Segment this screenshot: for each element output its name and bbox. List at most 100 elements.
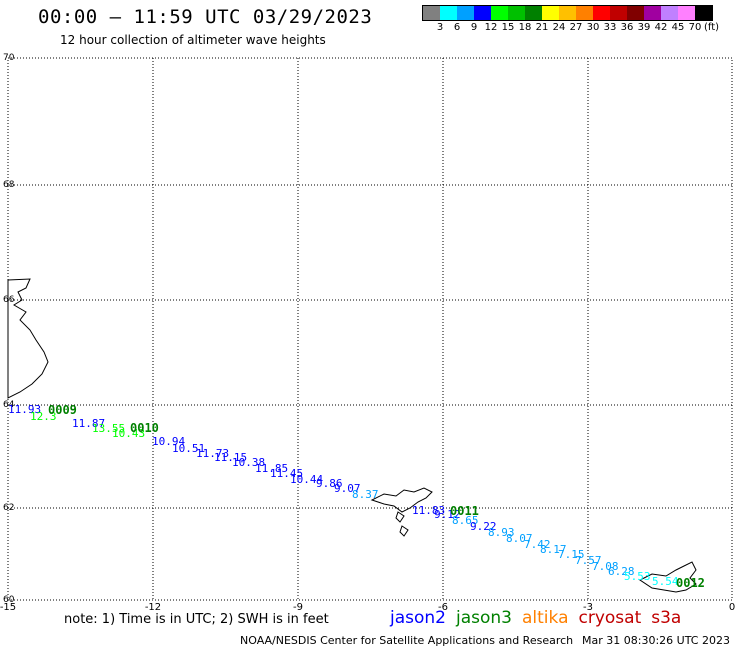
swh-label: 11.83 [412,504,445,517]
satellite-label-altika: altika [522,608,569,628]
swh-label: 11.87 [72,417,105,430]
lon-tick-label: -6 [438,602,448,613]
swh-label: 8.37 [352,488,379,501]
legend-swatch [678,6,695,20]
lon-tick-label: -3 [583,602,593,613]
legend-swatch [525,6,542,20]
satellite-label-s3a: s3a [651,608,682,628]
swh-label: 8.17 [540,543,567,556]
pass-id-label: 0010 [130,421,159,435]
legend-swatch [491,6,508,20]
legend-swatch [440,6,457,20]
swh-label: 13.55 [92,422,125,435]
legend-tick-label: 70 [688,22,702,33]
satellite-label-cryosat: cryosat [578,608,642,628]
lat-tick-label: 70 [3,53,15,63]
legend-tick-label: 21 [535,22,549,33]
map-frame [7,57,733,601]
lon-tick-label: -12 [145,602,161,613]
legend-tick-label: 9 [470,22,478,33]
legend-swatch [644,6,661,20]
satellite-legend: jason2 jason3 altika cryosat s3a [390,608,691,628]
legend-swatch [508,6,525,20]
swh-label: 8.07 [506,532,533,545]
swh-label: 10.44 [290,473,323,486]
swh-label: 11.73 [196,447,229,460]
swh-label: 11.15 [214,451,247,464]
legend-tick-label: 33 [603,22,617,33]
legend-swatch [474,6,491,20]
legend-tick-label: 45 [671,22,685,33]
legend-swatch [610,6,627,20]
swh-label: 5.53 [624,570,651,583]
swh-label: 9.12 [434,508,461,521]
swh-label: 11.93 [8,403,41,416]
swh-label: 7.57 [575,554,602,567]
legend-swatch [559,6,576,20]
legend-swatch [593,6,610,20]
legend-tick-label: 12 [484,22,498,33]
pass-id-label: 0011 [450,504,479,518]
swh-label: 10.43 [112,427,145,440]
swh-label: 6.28 [608,565,635,578]
legend-swatch [542,6,559,20]
legend-tick-label: 27 [569,22,583,33]
lon-tick-label: -15 [0,602,16,613]
swh-label: 7.15 [558,548,585,561]
legend-swatch [423,6,440,20]
swh-label: 9.86 [316,477,343,490]
lon-tick-label: -9 [293,602,303,613]
faroe-islands-outline [370,487,433,513]
pass-id-label: 0009 [48,403,77,417]
legend-swatches [422,5,713,21]
legend-swatch [695,6,712,20]
legend-tick-label: 18 [518,22,532,33]
legend-swatch [576,6,593,20]
legend-swatch [661,6,678,20]
swh-label: 10.51 [172,442,205,455]
credit-text: NOAA/NESDIS Center for Satellite Applica… [240,634,574,647]
swh-label: 9.22 [470,520,497,533]
iceland-coastline [7,278,49,399]
legend-swatch [627,6,644,20]
lat-tick-label: 64 [3,400,15,410]
legend-tick-label: 6 [453,22,461,33]
legend-ticks: 3 6 9 12 15 18 21 24 27 30 33 36 39 42 45 70 (ft) [422,21,719,35]
satellite-label-jason2: jason2 [390,608,446,628]
lat-tick-label: 68 [3,180,15,190]
swh-label: 8.93 [488,526,515,539]
swh-label: 7.42 [524,538,551,551]
swh-label: 9.07 [334,482,361,495]
legend-tick-label: 15 [501,22,515,33]
legend-swatch [457,6,474,20]
pass-id-label: 0012 [676,576,705,590]
lat-tick-label: 62 [3,503,14,513]
timestamp-text: Mar 31 08:30:26 UTC 2023 [582,634,730,647]
swh-label: 8.65 [452,514,479,527]
legend-tick-label: 42 [654,22,668,33]
page-subtitle: 12 hour collection of altimeter wave hei… [60,33,326,47]
legend-tick-label: 24 [552,22,566,33]
legend-tick-label: 3 [436,22,444,33]
lat-tick-label: 66 [3,295,15,305]
satellite-label-jason3: jason3 [456,608,512,628]
page-title: 00:00 – 11:59 UTC 03/29/2023 [38,6,373,28]
legend-tick-label: 30 [586,22,600,33]
faroe-islet-outline [395,511,405,523]
swh-label: 12.3 [30,410,57,423]
swh-label: 10.38 [232,456,265,469]
legend-tick-label: 36 [620,22,634,33]
legend-tick-label: 39 [637,22,651,33]
footer-note: note: 1) Time is in UTC; 2) SWH is in fe… [64,612,329,627]
color-legend: 3 6 9 12 15 18 21 24 27 30 33 36 39 42 45 70 (ft) [422,5,719,35]
legend-unit: (ft) [704,22,720,33]
lat-tick-label: 60 [3,595,15,605]
swh-label: 5.54 [652,575,679,588]
shetland-islands-outline [639,561,697,593]
swh-label: 7.08 [592,560,619,573]
swh-label: 11.45 [270,467,303,480]
swh-label: 11.85 [255,462,288,475]
swh-label: 10.94 [152,435,185,448]
lon-tick-label: 0 [729,602,735,613]
